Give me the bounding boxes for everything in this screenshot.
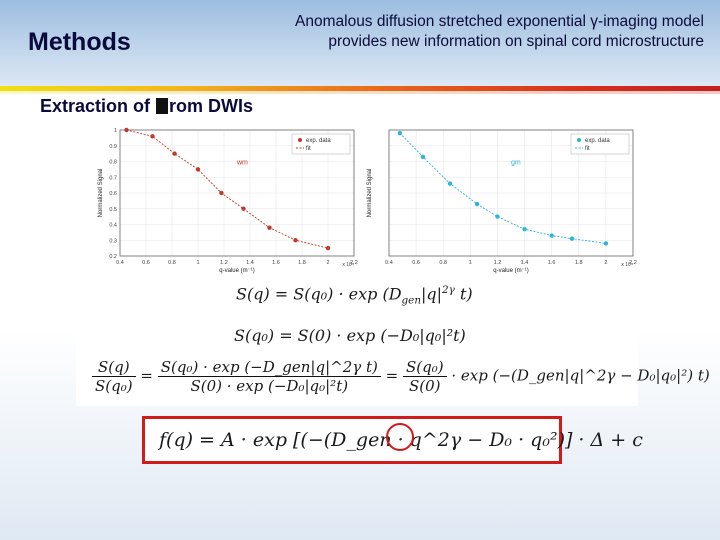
legend-label-fit: fit <box>306 146 311 152</box>
y-tick-label: 0.5 <box>109 207 117 213</box>
title-divider-glow <box>0 91 720 94</box>
data-point <box>603 241 609 246</box>
y-tick-label: 0.6 <box>109 191 117 197</box>
ratio-mid: S(q₀) · exp (−D_gen|q|^2γ t) S(0) · exp (… <box>157 358 381 395</box>
x-tick-label: 2 <box>326 260 329 266</box>
y-tick-label: 0.9 <box>109 144 117 150</box>
y-tick-label: 0.3 <box>109 238 117 244</box>
x-tick-label: 1.6 <box>272 260 280 266</box>
x-tick-label: 1 <box>196 260 199 266</box>
ratio-rhs-den: S(0) <box>409 377 441 395</box>
data-point <box>195 167 201 172</box>
equation-signal-ratio: S(q) S(q₀) = S(q₀) · exp (−D_gen|q|^2γ t)… <box>92 358 710 395</box>
data-point <box>474 201 480 207</box>
x-tick-label: 1.8 <box>575 260 583 266</box>
x-tick-label: 0.8 <box>168 260 176 266</box>
legend-label-data: exp. data <box>585 138 610 144</box>
data-point <box>293 238 298 243</box>
data-point <box>495 214 500 219</box>
title-band <box>0 0 720 86</box>
ratio-lhs: S(q) S(q₀) <box>92 358 136 395</box>
data-point <box>420 154 426 159</box>
exponent-highlight-circle <box>386 423 414 451</box>
x-tick-label: 2 <box>604 260 607 266</box>
y-tick-label: 1 <box>114 128 117 134</box>
x-tick-label: 0.6 <box>142 260 150 266</box>
eq1-end: t) <box>454 284 473 304</box>
y-tick-label: 0.8 <box>109 160 117 166</box>
x-tick-label: 0.8 <box>439 260 447 266</box>
x-axis-label: q-value (m⁻¹) <box>493 268 529 274</box>
slide-subtitle: Extraction of rom DWIs <box>40 96 253 117</box>
y-axis-label: Normalized Signal <box>98 169 104 218</box>
data-point <box>325 245 331 251</box>
data-point <box>447 181 453 186</box>
y-tick-label: 0.7 <box>109 175 117 181</box>
x-axis-exponent: x 10⁴ <box>621 262 633 268</box>
eq1-sup: 2γ <box>442 284 455 296</box>
x-tick-label: 2.2 <box>350 260 358 266</box>
data-point <box>241 206 246 211</box>
x-axis-exponent: x 10⁴ <box>342 262 354 268</box>
ratio-lhs-den: S(q₀) <box>95 377 133 395</box>
data-point <box>267 225 272 230</box>
eq1-lhs: S(q) = S(q₀) · exp ( <box>236 284 389 304</box>
x-tick-label: 1.6 <box>548 260 556 266</box>
x-tick-label: 0.4 <box>385 260 393 266</box>
x-tick-label: 0.6 <box>412 260 420 266</box>
legend-marker-data <box>298 138 302 142</box>
series-label: gm <box>511 160 521 167</box>
data-point <box>172 151 177 156</box>
slide-headline: Anomalous diffusion stretched exponentia… <box>295 13 704 50</box>
y-axis-label: Normalized Signal <box>367 169 373 218</box>
legend-marker-data <box>577 138 581 142</box>
data-point <box>569 236 575 241</box>
x-tick-label: 1.8 <box>298 260 306 266</box>
x-tick-label: 0.4 <box>116 260 124 266</box>
x-tick-label: 1.2 <box>220 260 228 266</box>
data-point <box>397 130 403 136</box>
fit-curve <box>399 132 606 244</box>
subtitle-suffix: rom DWIs <box>169 96 254 116</box>
equation-reference-signal: S(q₀) = S(0) · exp (−D₀|q₀|²t) <box>234 326 466 345</box>
data-point <box>124 127 129 133</box>
missing-glyph <box>156 98 169 114</box>
subtitle-prefix: Extraction of <box>40 96 156 116</box>
equation-panel: S(q) = S(q₀) · exp (Dgen|q|2γ t) S(q₀) =… <box>76 274 710 406</box>
ratio-mid-den: S(0) · exp (−D₀|q₀|²t) <box>190 377 349 395</box>
x-axis-label: q-value (m⁻¹) <box>219 268 255 274</box>
x-tick-label: 1.4 <box>246 260 254 266</box>
data-point <box>219 190 224 196</box>
data-point <box>522 227 527 232</box>
y-tick-label: 0.2 <box>109 254 117 260</box>
ratio-rhs-num: S(q₀) <box>402 358 447 377</box>
ratio-lhs-num: S(q) <box>92 358 136 377</box>
fit-function-box: f(q) = A · exp [(−(D_gen · q^2γ − D₀ · q… <box>142 416 643 464</box>
equation-signal-model: S(q) = S(q₀) · exp (Dgen|q|2γ t) <box>236 284 473 307</box>
x-tick-label: 1 <box>469 260 472 266</box>
x-tick-label: 1.4 <box>521 260 529 266</box>
legend-label-fit: fit <box>585 146 590 152</box>
plot-frame <box>119 129 355 257</box>
section-title: Methods <box>28 28 131 56</box>
eq1-sub: gen <box>401 294 422 307</box>
title-divider <box>0 86 720 91</box>
legend-box <box>570 133 630 155</box>
data-point <box>150 134 155 139</box>
ratio-tail: · exp (−(D_gen|q|^2γ − D₀|q₀|²) t) <box>451 366 710 385</box>
x-tick-label: 2.2 <box>629 260 637 266</box>
ratio-mid-num: S(q₀) · exp (−D_gen|q|^2γ t) <box>157 358 381 377</box>
legend-label-data: exp. data <box>306 138 331 144</box>
x-tick-label: 1.2 <box>494 260 502 266</box>
wm-signal-plot: 0.4 0.6 0.8 1 1.2 1.4 1.6 1.8 2 2.2 1 0.9 0.8 0.7 0.6 0… <box>94 122 360 274</box>
eq1-dgen: D <box>388 284 402 304</box>
eq1-q: |q| <box>421 284 443 304</box>
ratio-rhs: S(q₀) S(0) <box>402 358 447 395</box>
data-point <box>549 233 554 238</box>
legend-box <box>291 133 351 155</box>
series-label: wm <box>236 160 248 167</box>
gm-signal-plot: 0.4 0.6 0.8 1 1.2 1.4 1.6 1.8 2 2.2 gm exp. data fit… <box>363 122 639 274</box>
plot-frame <box>388 129 634 257</box>
y-tick-label: 0.4 <box>109 223 117 229</box>
